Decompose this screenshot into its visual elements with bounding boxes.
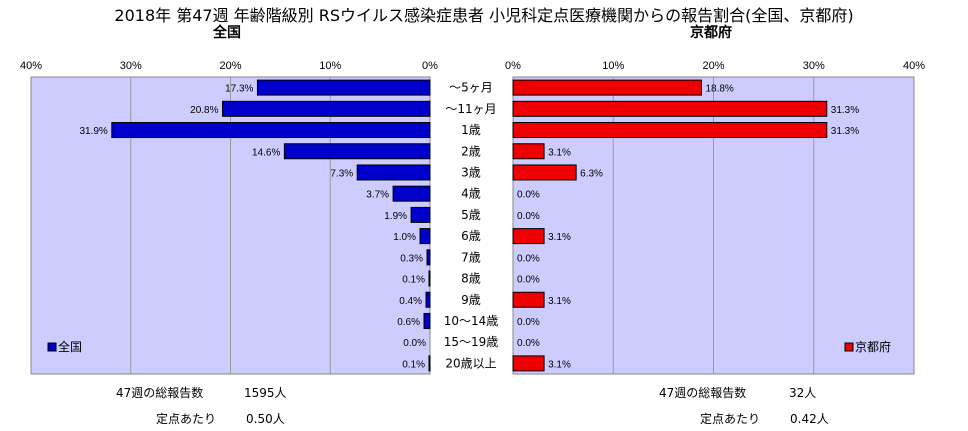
left-bar-value-label: 3.7% — [366, 190, 389, 201]
right-axis-tick-label: 40% — [903, 60, 925, 72]
right-bar — [512, 355, 545, 372]
legend-label-left: 全国 — [58, 339, 82, 354]
left-bar — [256, 79, 431, 96]
chart-title: 2018年 第47週 年齢階級別 RSウイルス感染症患者 小児科定点医療機関から… — [114, 6, 854, 25]
left-bar-value-label: 0.3% — [400, 253, 423, 264]
left-bar-value-label: 1.0% — [393, 232, 416, 243]
left-bar-value-label: 14.6% — [252, 147, 280, 158]
right-panel-title: 京都府 — [690, 25, 732, 41]
left-axis-tick-label: 0% — [422, 60, 438, 72]
left-bar-value-label: 0.1% — [402, 359, 425, 370]
right-axis-tick-label: 30% — [803, 60, 825, 72]
right-bar-value-label: 3.1% — [548, 147, 571, 158]
right-bar-value-label: 6.3% — [580, 168, 603, 179]
left-bar — [423, 312, 431, 329]
left-bar — [428, 355, 431, 372]
left-axis-tick-label: 20% — [219, 60, 241, 72]
category-label: 6歳 — [461, 229, 481, 243]
left-bar-value-label: 0.1% — [402, 275, 425, 286]
category-label: 〜11ヶ月 — [445, 102, 496, 116]
left-bar — [392, 185, 431, 202]
left-bar — [111, 122, 431, 139]
right-bar-value-label: 0.0% — [517, 338, 540, 349]
category-label: 9歳 — [461, 293, 481, 307]
category-label: 20歳以上 — [445, 356, 496, 370]
right-per-site-label: 定点あたり — [700, 412, 761, 426]
right-bar-value-label: 0.0% — [517, 275, 540, 286]
legend-label-right: 京都府 — [855, 339, 891, 354]
category-label: 4歳 — [461, 187, 481, 201]
left-per-site-value: 0.50人 — [246, 412, 285, 426]
right-bar-value-label: 3.1% — [548, 359, 571, 370]
category-label: 10〜14歳 — [444, 314, 499, 328]
left-bar — [419, 228, 431, 245]
left-bar — [426, 249, 431, 266]
left-bar-value-label: 0.6% — [397, 317, 420, 328]
right-bar-value-label: 3.1% — [548, 296, 571, 307]
right-bar-value-label: 0.0% — [517, 317, 540, 328]
left-bar-value-label: 31.9% — [79, 126, 107, 137]
legend-swatch-left — [47, 342, 57, 352]
category-label: 3歳 — [461, 165, 481, 179]
left-bar-value-label: 17.3% — [225, 84, 253, 95]
right-axis-tick-label: 10% — [602, 60, 624, 72]
left-axis-tick-label: 40% — [20, 60, 42, 72]
left-axis-tick-label: 30% — [120, 60, 142, 72]
left-bar-value-label: 1.9% — [384, 211, 407, 222]
right-bar-value-label: 0.0% — [517, 253, 540, 264]
left-bar — [425, 291, 431, 308]
category-label: 2歳 — [461, 144, 481, 158]
category-label: 8歳 — [461, 272, 481, 286]
category-label: 5歳 — [461, 208, 481, 222]
right-total-reports-value: 32人 — [789, 386, 817, 400]
category-label: 7歳 — [461, 250, 481, 264]
right-axis-tick-label: 0% — [505, 60, 521, 72]
right-bar — [512, 122, 828, 139]
left-axis-tick-label: 10% — [319, 60, 341, 72]
legend-swatch-right — [844, 342, 854, 352]
right-bar-value-label: 0.0% — [517, 190, 540, 201]
category-label: 1歳 — [461, 123, 481, 137]
right-bar — [512, 79, 702, 96]
left-bar — [222, 100, 431, 117]
left-bar — [410, 206, 431, 223]
right-axis-tick-label: 20% — [702, 60, 724, 72]
left-per-site-label: 定点あたり — [156, 412, 217, 426]
left-bar-value-label: 20.8% — [190, 105, 218, 116]
right-per-site-value: 0.42人 — [790, 412, 829, 426]
right-bar-value-label: 31.3% — [831, 105, 859, 116]
left-total-reports-label: 47週の総報告数 — [116, 386, 204, 400]
left-bar-value-label: 0.0% — [403, 338, 426, 349]
right-bar-value-label: 18.8% — [705, 84, 733, 95]
right-bar — [512, 291, 545, 308]
right-bar — [512, 100, 828, 117]
right-bar — [512, 143, 545, 160]
right-bar-value-label: 3.1% — [548, 232, 571, 243]
category-label: 〜5ヶ月 — [449, 81, 493, 95]
left-bar — [283, 143, 431, 160]
right-bar — [512, 228, 545, 245]
right-bar-value-label: 31.3% — [831, 126, 859, 137]
left-bar-value-label: 0.4% — [399, 296, 422, 307]
category-label: 15〜19歳 — [444, 335, 499, 349]
right-bar-value-label: 0.0% — [517, 211, 540, 222]
left-total-reports-value: 1595人 — [244, 386, 287, 400]
left-bar — [428, 270, 431, 287]
right-total-reports-label: 47週の総報告数 — [659, 386, 747, 400]
left-bar — [356, 164, 431, 181]
left-panel-title: 全国 — [213, 25, 241, 41]
left-bar-value-label: 7.3% — [330, 168, 353, 179]
right-bar — [512, 164, 577, 181]
